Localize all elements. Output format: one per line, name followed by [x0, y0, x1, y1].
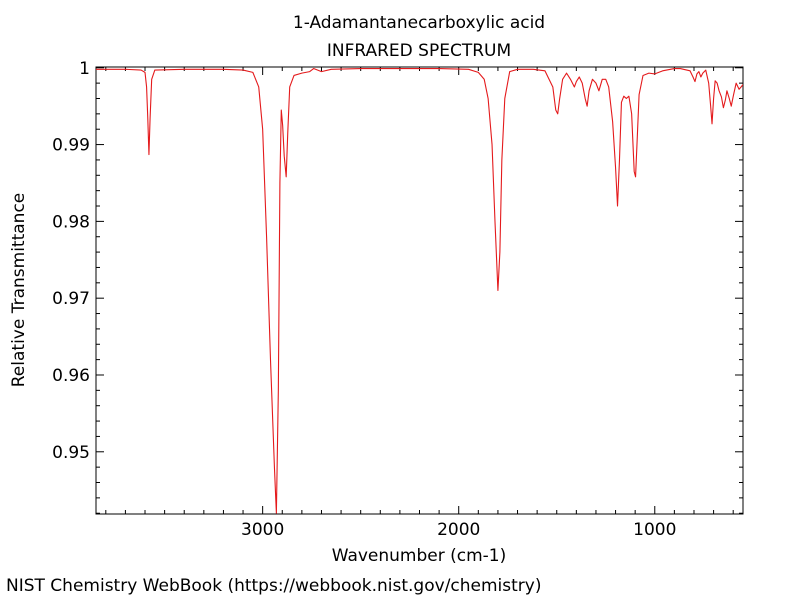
source-credit: NIST Chemistry WebBook (https://webbook.…: [6, 576, 542, 596]
x-axis-title: Wavenumber (cm-1): [332, 546, 507, 566]
y-tick-label: 0.98: [52, 212, 90, 232]
x-tick-label: 1000: [633, 520, 676, 540]
chart-title: 1-Adamantanecarboxylic acid: [293, 13, 545, 33]
x-major-ticks: [262, 67, 656, 514]
y-tick-labels: 1 0.99 0.98 0.97 0.96 0.95: [52, 59, 90, 463]
plot-frame: [95, 66, 744, 515]
y-tick-label: 0.97: [52, 289, 90, 309]
x-tick-label: 3000: [241, 520, 284, 540]
y-tick-label: 0.95: [52, 443, 90, 463]
y-tick-label: 0.96: [52, 366, 90, 386]
spectrum-line: [96, 67, 743, 514]
x-tick-labels: 3000 2000 1000: [241, 520, 676, 540]
series-layer: [96, 67, 743, 514]
y-major-ticks: [96, 67, 743, 453]
y-minor-ticks: [96, 82, 743, 514]
y-tick-label: 0.99: [52, 136, 90, 156]
x-tick-label: 2000: [437, 520, 480, 540]
chart-subtitle: INFRARED SPECTRUM: [327, 41, 511, 61]
x-minor-ticks: [105, 67, 734, 514]
y-tick-label: 1: [79, 59, 90, 79]
y-axis-title: Relative Transmittance: [9, 193, 29, 388]
